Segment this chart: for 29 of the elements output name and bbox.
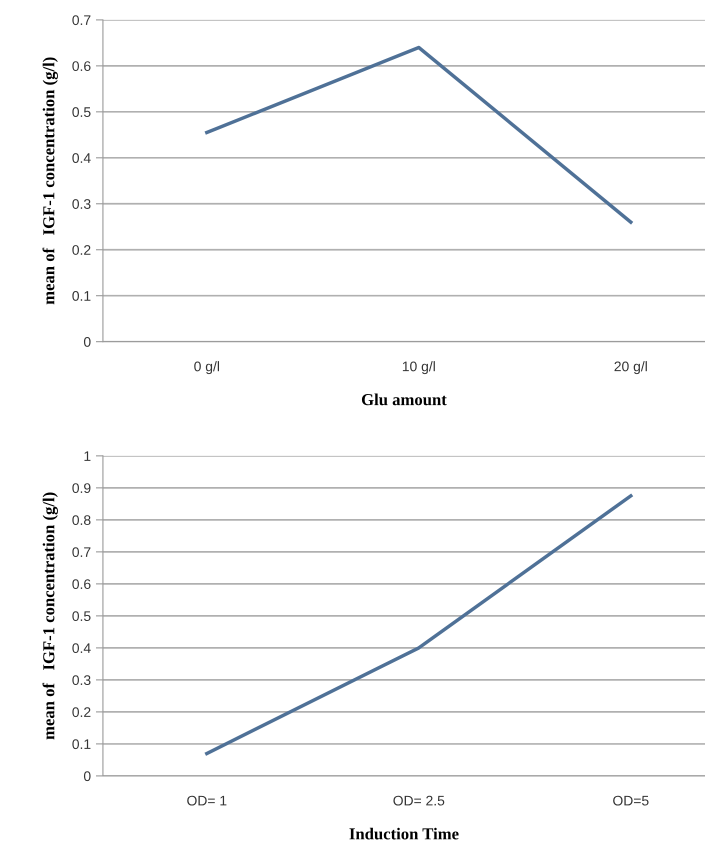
x-tick-label: OD= 2.5	[393, 796, 444, 806]
y-tick-label: 0.9	[72, 483, 90, 494]
x-axis-title: Glu amount	[362, 394, 447, 406]
y-tick-label: 0.2	[72, 245, 90, 255]
y-tick-label: 0.4	[72, 643, 91, 654]
y-tick-label: 0.7	[72, 547, 90, 558]
y-tick-label: 0.6	[72, 61, 91, 72]
y-tick-label: 0.7	[72, 15, 90, 26]
y-tick-label: 0.3	[72, 675, 91, 686]
y-tick-label: 0.5	[72, 107, 91, 117]
y-tick-label: 1	[84, 451, 90, 461]
x-tick-label: 20 g/l	[614, 361, 647, 374]
y-tick-label: 0.3	[72, 199, 91, 209]
y-axis-title: mean of IGF-1 concentration (g/l)	[42, 57, 58, 304]
y-tick-label: 0.4	[72, 153, 91, 163]
x-tick-label: OD=5	[613, 796, 649, 806]
x-tick-label: OD= 1	[187, 796, 226, 806]
x-tick-label: 10 g/l	[402, 361, 435, 374]
y-tick-label: 0.5	[72, 611, 91, 622]
y-axis-title: mean of IGF-1 concentration (g/l)	[42, 492, 58, 740]
y-tick-label: 0.6	[72, 579, 91, 590]
y-tick-label: 0.8	[72, 515, 91, 526]
y-tick-label: 0	[84, 337, 91, 347]
x-tick-label: 0 g/l	[194, 361, 220, 374]
y-tick-label: 0	[84, 771, 91, 782]
y-tick-label: 0.1	[72, 739, 90, 750]
y-tick-label: 0.2	[72, 707, 90, 718]
x-axis-title: Induction Time	[349, 828, 459, 840]
y-tick-label: 0.1	[72, 291, 90, 301]
